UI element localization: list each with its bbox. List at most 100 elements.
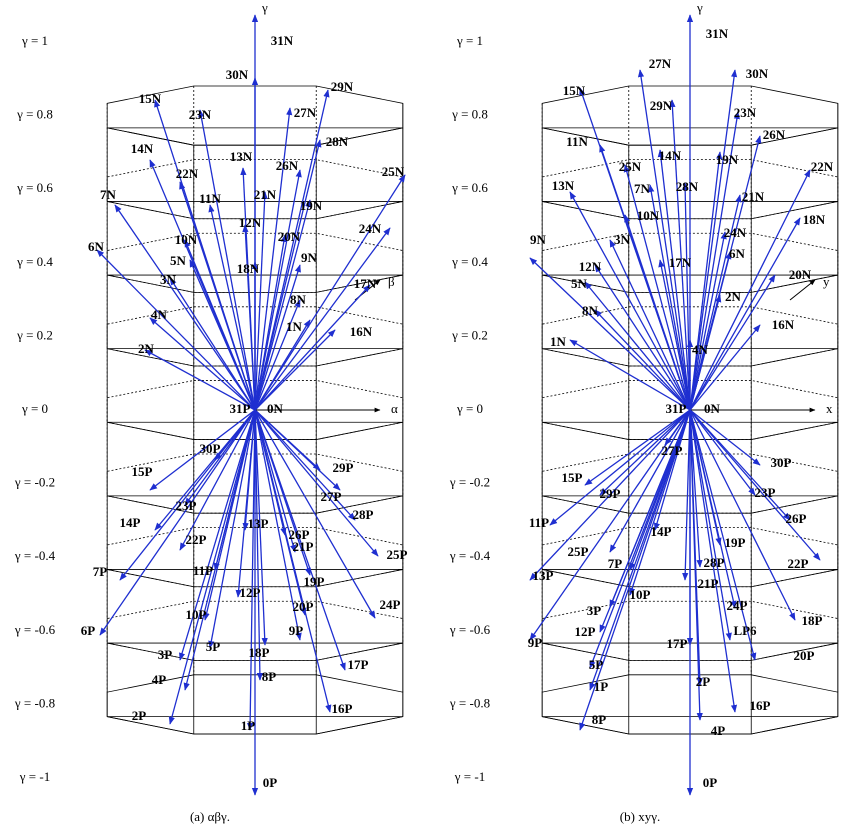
vector-label: 18P [802,613,823,628]
vector-arrow [690,70,735,410]
vector-label: 27P [321,489,342,504]
axis-label: γ [261,0,268,15]
gamma-label: γ = 0.8 [16,107,53,122]
vector-label: 21N [254,187,277,202]
vector-label: 9N [530,232,547,247]
vector-label: 9P [528,635,543,650]
vector-label: 30P [200,441,221,456]
vector-label: 14P [651,524,672,539]
vector-label: 28P [704,555,725,570]
vector-label: 13N [230,149,253,164]
vector-arrow [255,410,260,680]
vector-label: 24P [380,597,401,612]
vector-label: 26N [763,127,786,142]
vector-label: 19P [725,535,746,550]
axis-label: β [388,274,395,289]
vector-label: 12N [239,215,262,230]
vector-arrow [255,285,370,410]
gamma-label: γ = 0 [21,401,48,416]
axis-line [790,280,815,300]
vector-arrow [570,340,690,410]
vector-label: 25N [619,159,642,174]
vector-label: 6N [729,246,746,261]
vector-label: 29N [331,79,354,94]
vector-label: 8P [592,712,607,727]
vector-label: 15P [132,464,153,479]
vector-label: 1P [594,679,609,694]
axis-label: y [823,274,830,289]
vector-label: 3P [587,603,602,618]
vector-label: 10N [637,208,660,223]
vector-label: 16P [332,701,353,716]
vector-label: 3N [160,272,177,287]
vector-label: 1N [550,334,567,349]
vector-label: 10P [630,587,651,602]
vector-label: 14N [659,148,682,163]
vector-label: 16P [750,698,771,713]
vector-label: 7P [608,556,623,571]
vector-label: 30N [226,67,249,82]
vector-label: 31P [230,401,251,416]
axis-label: x [826,401,833,416]
vector-label: 31P [666,401,687,416]
vector-label: 13N [552,178,575,193]
gamma-label: γ = -0.2 [14,475,55,490]
vector-label: 29P [333,460,354,475]
panel: xyγ31N27N30N15N29N23N26N11N14N25N19N22N1… [528,0,838,824]
gamma-label: γ = -0.8 [449,695,490,710]
vector-label: 17P [667,636,688,651]
vector-label: 30N [746,66,769,81]
vector-label: 20N [789,267,812,282]
gamma-label: γ = 0.2 [16,327,53,342]
vector-label: 20N [278,229,301,244]
vector-arrow [190,260,255,410]
vector-label: 5N [571,276,588,291]
vector-label: 11N [199,191,221,206]
caption: (b) xyγ. [620,809,660,824]
vector-label: 0N [704,401,721,416]
vector-label: 22P [186,532,207,547]
vector-label: 19N [716,152,739,167]
vector-label: 22P [788,556,809,571]
vector-label: 11P [193,563,213,578]
figure: γ = 1γ = 1γ = 0.8γ = 0.8γ = 0.6γ = 0.6γ … [0,0,849,837]
vector-label: 18N [803,212,826,227]
vector-label: 2N [725,289,742,304]
vector-label: 10P [186,607,207,622]
gamma-label: γ = 0.6 [16,180,53,195]
vector-label: 30P [771,455,792,470]
vector-label: 23N [734,105,757,120]
vector-label: 2N [138,341,155,356]
vector-label: 12P [575,624,596,639]
vector-label: 21N [742,189,765,204]
vector-label: 10N [175,232,198,247]
vector-arrow [97,250,255,410]
vector-label: 1N [286,319,303,334]
gamma-label: γ = 1 [21,33,48,48]
vector-label: 13P [248,516,269,531]
vector-label: 12P [240,585,261,600]
vector-label: 20P [293,599,314,614]
vector-label: 8N [582,303,599,318]
vector-label: 6N [88,239,105,254]
vector-label: 15P [562,470,583,485]
gamma-label: γ = -0.4 [449,548,491,563]
vector-label: 19N [300,198,323,213]
vector-label: 22N [176,166,199,181]
vector-label: 17N [669,255,692,270]
gamma-label: γ = -0.6 [14,622,56,637]
vector-label: 19P [304,574,325,589]
vector-label: 1P [241,718,256,733]
vector-label: 26N [276,158,299,173]
vector-label: 27N [294,105,317,120]
vector-label: 5N [170,253,187,268]
vector-label: 4P [152,672,167,687]
axis-label: α [391,401,398,416]
vector-label: 24N [359,221,382,236]
vector-label: 25N [382,164,405,179]
gamma-label: γ = 0.2 [451,327,488,342]
axis-label: γ [696,0,703,15]
vector-label: 29P [600,486,621,501]
vector-label: 15N [139,91,162,106]
